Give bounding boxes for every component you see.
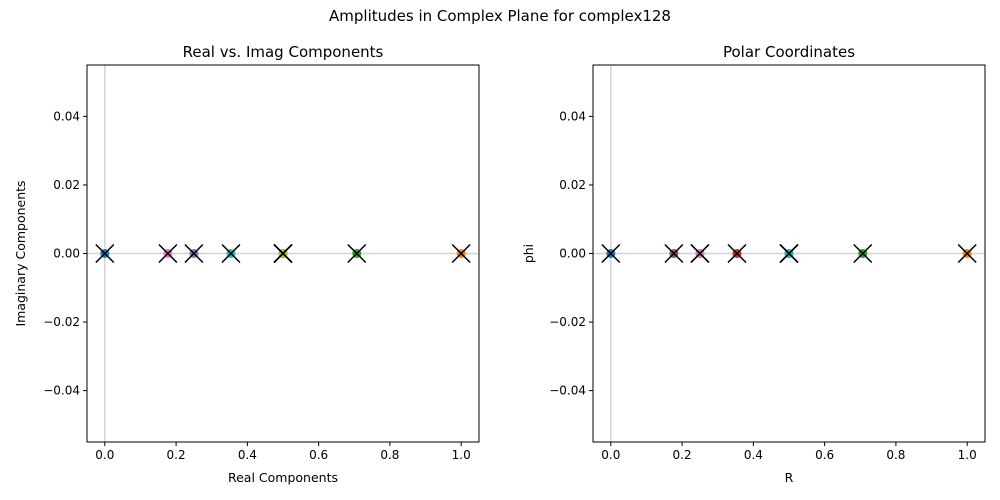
x-tick-label: 0.6: [815, 448, 834, 462]
x-marker-9: [273, 243, 293, 264]
x-marker-10: [779, 243, 799, 264]
y-tick-label: 0.04: [559, 109, 586, 123]
x-tick-label: 0.2: [673, 448, 692, 462]
y-axis-label: phi: [521, 244, 536, 263]
y-tick-label: −0.04: [549, 384, 586, 398]
x-marker-10: [221, 243, 241, 264]
x-tick-label: 0.6: [309, 448, 328, 462]
subplot-title: Real vs. Imag Components: [183, 43, 384, 61]
x-marker-2: [451, 243, 471, 264]
x-tick-label: 0.8: [886, 448, 905, 462]
x-tick-label: 1.0: [958, 448, 977, 462]
y-tick-label: 0.00: [559, 247, 586, 261]
x-marker-6: [664, 243, 684, 264]
y-tick-label: −0.02: [549, 315, 586, 329]
x-tick-label: 1.0: [452, 448, 471, 462]
x-marker-3: [347, 243, 367, 264]
x-tick-label: 0.4: [238, 448, 257, 462]
y-tick-label: −0.04: [43, 384, 80, 398]
x-marker-2: [957, 243, 977, 264]
y-tick-label: 0.02: [559, 178, 586, 192]
y-tick-label: 0.02: [53, 178, 80, 192]
x-tick-label: 0.0: [95, 448, 114, 462]
y-tick-label: −0.02: [43, 315, 80, 329]
x-tick-label: 0.2: [167, 448, 186, 462]
x-marker-3: [853, 243, 873, 264]
subplot-title: Polar Coordinates: [723, 43, 855, 61]
x-marker-5: [184, 243, 204, 264]
y-tick-label: 0.00: [53, 247, 80, 261]
x-axis-label: Real Components: [228, 470, 338, 485]
subplot-2: 0.0 0.2 0.4 0.6 0.8 1.0 −0.04 −0.02 0.00 0.02 0.04…: [521, 43, 986, 485]
x-marker-1: [95, 243, 115, 264]
y-tick-label: 0.04: [53, 109, 80, 123]
x-axis-label: R: [785, 470, 794, 485]
x-tick-label: 0.8: [380, 448, 399, 462]
figure-title: Amplitudes in Complex Plane for complex1…: [329, 7, 671, 25]
y-axis-label: Imaginary Components: [13, 180, 28, 326]
x-marker-1: [601, 243, 621, 264]
x-tick-label: 0.4: [744, 448, 763, 462]
x-marker-7: [158, 243, 178, 264]
x-marker-4: [727, 243, 747, 264]
x-marker-7: [690, 243, 710, 264]
subplot-1: 0.0 0.2 0.4 0.6 0.8 1.0 −0.04 −0.02 0.00 0.02 0.04…: [13, 43, 480, 485]
x-tick-label: 0.0: [601, 448, 620, 462]
